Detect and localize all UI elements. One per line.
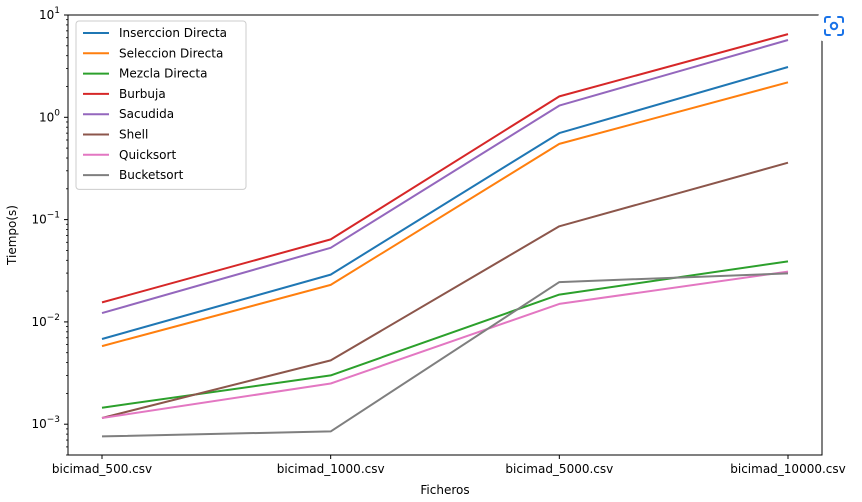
x-tick-label: bicimad_1000.csv (277, 462, 385, 476)
y-tick-exponent: −3 (47, 415, 60, 425)
legend-entry-label: Sacudida (119, 107, 174, 121)
y-tick-label: 101 (39, 6, 60, 22)
camera-scan-button[interactable] (818, 10, 850, 42)
camera-scan-icon (824, 16, 844, 36)
series-line-1 (101, 81, 789, 348)
y-tick-label: 100 (39, 108, 60, 124)
legend-box (75, 20, 247, 190)
y-tick-exponent: 0 (54, 108, 60, 118)
x-axis-label: Ficheros (420, 483, 469, 497)
y-tick-label: 10−2 (31, 313, 60, 329)
y-tick-exponent: −1 (47, 211, 60, 221)
series-line-3 (101, 33, 789, 304)
series-line-0 (101, 66, 789, 340)
y-tick-base: 10 (39, 8, 54, 22)
legend-entry-label: Shell (119, 128, 148, 142)
y-tick-label: 10−1 (31, 211, 60, 227)
y-tick-base: 10 (31, 315, 46, 329)
legend-entry-label: Mezcla Directa (119, 67, 207, 81)
y-tick-exponent: −2 (47, 313, 60, 323)
x-tick-label: bicimad_10000.csv (730, 462, 845, 476)
x-axis: bicimad_500.csv bicimad_1000.csv bicimad_5… (52, 455, 846, 476)
legend-entry-label: Seleccion Directa (119, 46, 223, 60)
series-layer (101, 33, 789, 438)
plot-area: bicimad_500.csv bicimad_1000.csv bicimad_5… (5, 6, 846, 497)
y-axis-label: Tiempo(s) (5, 205, 19, 266)
series-line-4 (101, 39, 789, 315)
y-tick-base: 10 (39, 110, 54, 124)
legend-entry-label: Burbuja (119, 87, 166, 101)
legend-entry-label: Quicksort (119, 148, 176, 162)
y-tick-label: 10−3 (31, 415, 60, 431)
legend-entry-label: Bucketsort (119, 168, 184, 182)
series-line-7 (101, 272, 789, 438)
y-tick-exponent: 1 (54, 6, 60, 16)
legend-entry-label: Inserccion Directa (119, 26, 227, 40)
y-tick-base: 10 (31, 213, 46, 227)
x-tick-label: bicimad_5000.csv (505, 462, 613, 476)
series-line-6 (101, 270, 789, 419)
legend: Inserccion Directa Seleccion Directa Mezcl… (75, 20, 247, 190)
axes-frame (67, 14, 823, 456)
series-line-5 (101, 161, 789, 419)
x-tick-label: bicimad_500.csv (52, 462, 152, 476)
y-tick-base: 10 (31, 417, 46, 431)
